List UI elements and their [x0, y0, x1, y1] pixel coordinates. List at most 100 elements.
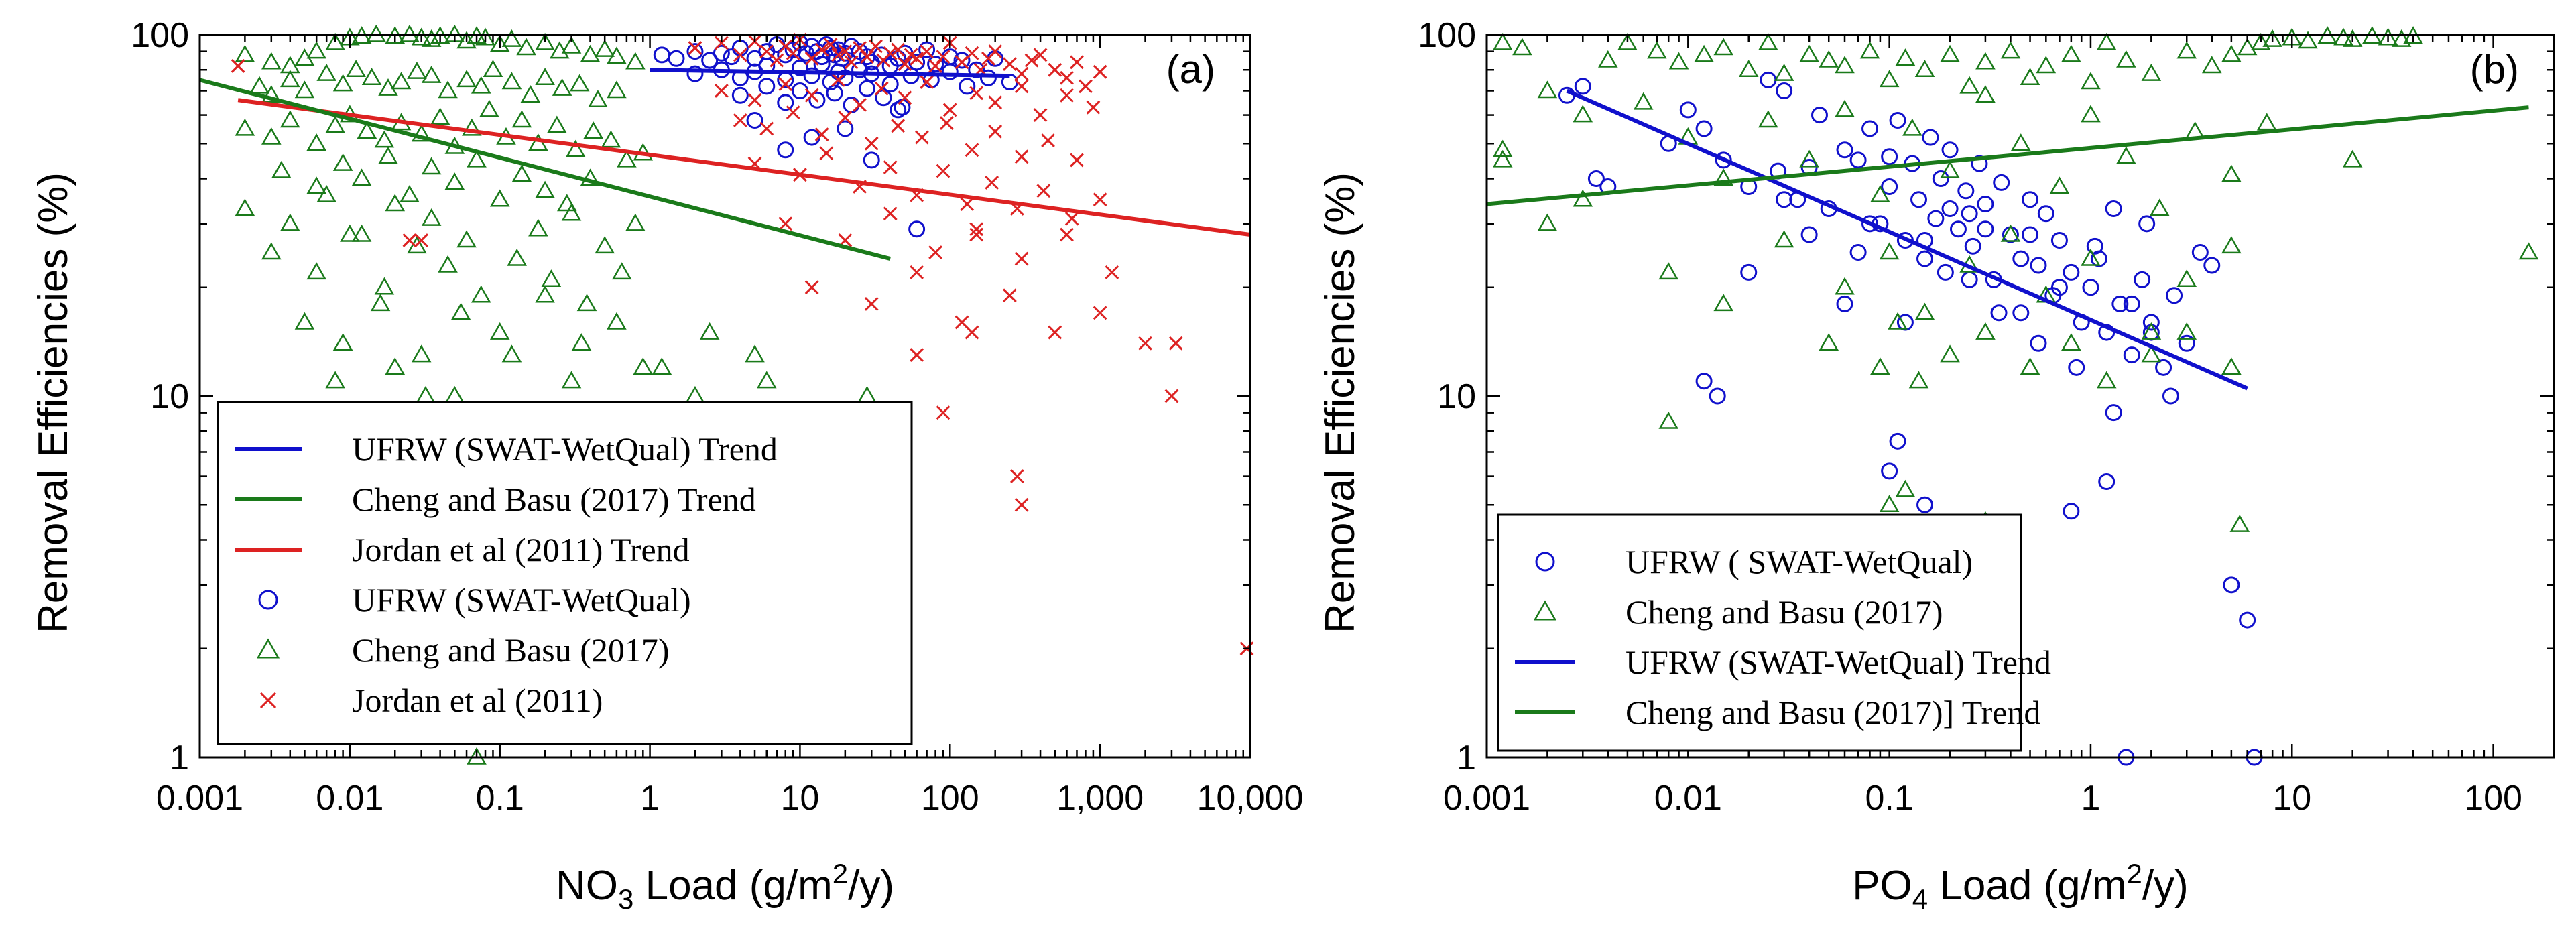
data-point-cross — [786, 105, 800, 120]
data-point-cross — [914, 130, 929, 145]
panel-a-x-axis-title-subscript: 3 — [618, 883, 633, 915]
data-point-triangle — [1975, 322, 1996, 340]
data-point-triangle — [325, 115, 345, 133]
data-point-triangle — [456, 31, 477, 49]
data-point-triangle — [535, 285, 555, 303]
data-point-cross — [1060, 227, 1074, 242]
data-point-circle — [918, 41, 936, 58]
data-point-triangle — [501, 344, 522, 363]
data-point-triangle — [1537, 80, 1558, 99]
data-point-triangle — [467, 747, 487, 765]
data-point-cross — [864, 296, 879, 311]
data-point-triangle — [1512, 38, 1532, 56]
data-point-circle — [668, 50, 685, 67]
data-point-triangle — [351, 224, 372, 242]
data-point-cross — [1093, 192, 1107, 207]
data-point-triangle — [516, 38, 536, 56]
data-point-circle — [686, 65, 704, 82]
data-point-cross — [1138, 336, 1152, 351]
data-point-circle — [927, 56, 944, 73]
data-point-triangle — [699, 322, 720, 340]
data-point-cross — [988, 44, 1003, 59]
data-point-triangle — [1694, 44, 1714, 62]
data-point-circle — [777, 94, 794, 111]
data-point-triangle — [2096, 32, 2117, 50]
data-point-triangle — [501, 72, 522, 90]
data-point-triangle — [595, 39, 615, 57]
data-point-triangle — [2378, 27, 2398, 46]
data-point-cross — [1014, 149, 1029, 164]
panel-a-x-axis-title: NO3 Load (g/m2/y) — [556, 858, 894, 915]
data-point-triangle — [528, 218, 548, 237]
data-point-cross — [853, 98, 867, 112]
data-point-triangle — [1713, 38, 1734, 56]
data-point-triangle — [235, 118, 255, 136]
data-point-circle — [979, 69, 997, 86]
data-point-triangle — [595, 236, 615, 254]
data-point-triangle — [2391, 29, 2412, 47]
data-point-cross — [1164, 389, 1179, 403]
data-point-cross — [965, 46, 979, 60]
data-point-triangle — [1879, 495, 1900, 512]
data-point-cross — [714, 36, 729, 50]
legend-label: UFRW (SWAT-WetQual) — [352, 581, 691, 619]
data-point-cross — [1014, 497, 1029, 512]
data-point-triangle — [607, 46, 627, 64]
data-point-triangle — [561, 36, 582, 54]
data-point-cross — [898, 90, 912, 105]
data-point-circle — [959, 78, 976, 95]
panel-b-axis-ticks: 0.001 0.01 0.1 1 10 100 1 10 100 — [1418, 16, 2555, 818]
data-point-triangle — [462, 118, 482, 136]
data-point-cross — [1168, 336, 1183, 351]
data-point-circle — [1889, 432, 1906, 450]
x-tick-label: 100 — [921, 779, 979, 818]
panel-b-x-axis-title-superscript: 2 — [2127, 858, 2142, 889]
data-point-triangle — [580, 44, 601, 62]
data-point-triangle — [378, 146, 398, 164]
data-point-triangle — [2116, 146, 2136, 164]
data-point-cross — [231, 59, 245, 73]
data-point-cross — [891, 119, 906, 133]
data-point-triangle — [2262, 29, 2282, 47]
data-point-circle — [1574, 78, 1591, 95]
legend-label: UFRW ( SWAT-WetQual) — [1626, 543, 1973, 580]
data-point-circle — [2162, 387, 2179, 405]
data-point-cross — [414, 233, 429, 247]
data-point-triangle — [2221, 357, 2242, 375]
panel-a-x-axis-title-superscript: 2 — [833, 858, 848, 889]
data-point-triangle — [261, 242, 282, 260]
data-point-cross — [688, 41, 702, 55]
data-point-triangle — [535, 32, 555, 50]
data-point-triangle — [633, 357, 654, 375]
data-point-circle — [746, 112, 763, 129]
legend-marker-cross — [259, 692, 277, 709]
data-point-cross — [1064, 211, 1079, 226]
legend-marker-circle — [258, 590, 278, 610]
legend-box — [1497, 513, 2022, 752]
data-point-triangle — [2081, 248, 2101, 266]
data-point-cross — [1036, 184, 1051, 198]
data-point-triangle — [467, 149, 487, 168]
data-point-circle — [713, 44, 730, 62]
data-point-circle — [2105, 200, 2122, 218]
data-point-triangle — [325, 32, 345, 50]
data-point-circle — [2012, 304, 2030, 322]
data-point-triangle — [1537, 213, 1558, 231]
data-point-triangle — [1835, 99, 1855, 117]
data-point-triangle — [1633, 92, 1654, 110]
data-point-triangle — [261, 52, 282, 70]
data-point-cross — [942, 103, 957, 117]
data-point-circle — [1896, 314, 1914, 331]
data-point-triangle — [261, 127, 282, 145]
data-point-triangle — [607, 312, 627, 330]
data-point-triangle — [261, 85, 282, 103]
y-tick-label: 10 — [150, 377, 189, 416]
panel-b-x-axis-title: PO4 Load (g/m2/y) — [1852, 858, 2189, 915]
data-point-cross — [1070, 153, 1084, 168]
data-point-circle — [2223, 576, 2240, 594]
data-point-triangle — [280, 213, 300, 231]
data-point-triangle — [1879, 242, 1900, 260]
data-point-triangle — [1758, 32, 1778, 50]
data-point-cross — [838, 44, 853, 59]
